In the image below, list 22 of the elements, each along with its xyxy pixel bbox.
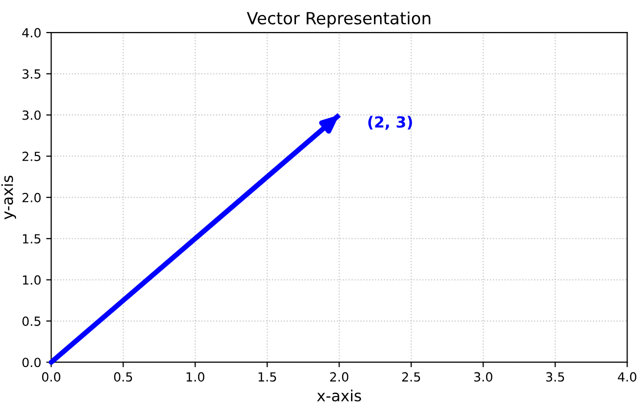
y-tick-label: 4.0 <box>22 28 41 38</box>
chart-title: Vector Representation <box>246 12 430 28</box>
x-tick-label: 2.0 <box>330 372 348 382</box>
x-tick-label: 1.5 <box>258 372 276 382</box>
x-tick-label: 1.0 <box>186 372 204 382</box>
y-tick-label: 2.0 <box>22 192 41 202</box>
y-tick-label: 1.5 <box>22 234 40 244</box>
y-tick-label: 3.5 <box>22 69 40 79</box>
x-tick-label: 2.5 <box>402 372 420 382</box>
y-tick-label: 2.5 <box>22 152 40 162</box>
x-tick-label: 3.0 <box>474 372 492 382</box>
y-tick-label: 1.0 <box>22 275 41 285</box>
x-tick-label: 0.0 <box>42 372 60 382</box>
y-tick-label: 0.0 <box>22 358 41 368</box>
x-tick-label: 3.5 <box>546 372 564 382</box>
annotation: (2, 3) <box>368 116 412 130</box>
y-axis-title: y-axis <box>1 176 16 220</box>
y-tick-label: 3.0 <box>22 110 41 120</box>
x-axis-title: x-axis <box>317 390 362 402</box>
x-tick-label: 4.0 <box>618 372 636 382</box>
x-tick-label: 0.5 <box>114 372 132 382</box>
y-tick-label: 0.5 <box>22 316 40 326</box>
